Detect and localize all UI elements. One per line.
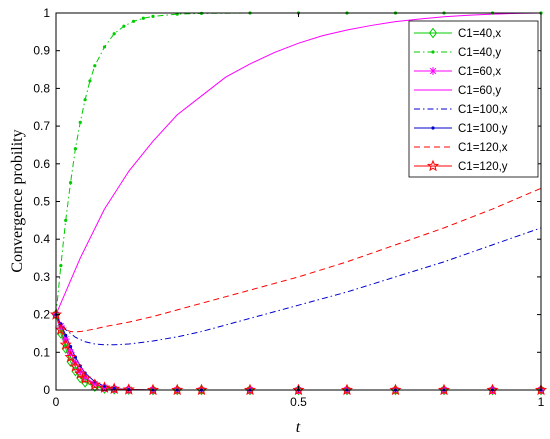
series-point-7 xyxy=(534,383,548,396)
legend-label: C1=120,x xyxy=(458,142,508,154)
legend-label: C1=100,x xyxy=(458,104,508,116)
tick-layer: 0 0.5 1 0 0.1 0.2 0.3 0.4 0.5 0.6 0.7 0.8 0.9 1 xyxy=(33,6,544,409)
series-line-3 xyxy=(55,12,542,315)
series-point-7 xyxy=(69,360,82,372)
legend-marker xyxy=(431,50,435,54)
series-point-7 xyxy=(486,383,499,396)
x-tick-label: 0 xyxy=(53,395,60,409)
series-point-0 xyxy=(110,383,119,395)
series-point-7 xyxy=(74,367,87,379)
series-point-7 xyxy=(389,383,402,396)
series-point-1 xyxy=(73,147,77,151)
y-axis-label: Convergence probility xyxy=(9,129,26,272)
legend-marker xyxy=(429,67,437,75)
y-tick-label: 1 xyxy=(43,6,50,20)
series-line-6 xyxy=(55,187,542,333)
y-tick-label: 0.1 xyxy=(33,345,50,359)
series-point-7 xyxy=(59,338,72,350)
y-tick-label: 0.7 xyxy=(33,119,50,133)
series-point-1 xyxy=(88,79,92,83)
y-tick-label: 0.8 xyxy=(33,81,50,95)
x-tick-label: 1 xyxy=(538,395,545,409)
series-point-7 xyxy=(243,383,257,396)
legend-box xyxy=(408,20,539,178)
series-point-7 xyxy=(437,383,451,396)
legend-label: C1=40,x xyxy=(458,28,501,40)
legend-marker xyxy=(429,27,437,39)
y-tick-label: 0.3 xyxy=(33,270,50,284)
y-tick-label: 0.9 xyxy=(33,44,50,58)
series-point-7 xyxy=(54,323,67,335)
series-point-7 xyxy=(64,350,77,363)
series-point-1 xyxy=(78,120,82,124)
y-tick-label: 0.2 xyxy=(33,308,50,322)
series-point-7 xyxy=(108,382,121,394)
series-point-7 xyxy=(146,383,160,396)
series-point-1 xyxy=(112,32,116,36)
y-tick-label: 0 xyxy=(43,383,50,397)
series-point-7 xyxy=(292,383,305,396)
series-point-1 xyxy=(59,263,63,268)
series-point-5 xyxy=(64,333,68,337)
series-point-7 xyxy=(88,378,101,390)
series-point-1 xyxy=(141,16,145,20)
legend-label: C1=120,y xyxy=(458,161,508,173)
series-point-1 xyxy=(132,19,136,23)
series-point-7 xyxy=(79,372,92,384)
series-point-7 xyxy=(195,383,208,396)
series-point-5 xyxy=(112,386,116,391)
series-point-7 xyxy=(122,383,135,395)
legend: C1=40,x C1=40,y C1=60,x C1=60,y C1=100,x C1=1… xyxy=(408,20,539,178)
series-point-1 xyxy=(64,218,68,222)
series-point-5 xyxy=(68,345,73,349)
series-point-1 xyxy=(122,24,126,28)
series-point-7 xyxy=(340,383,354,396)
series-point-1 xyxy=(93,64,97,68)
legend-label: C1=40,y xyxy=(458,47,501,59)
legend-label: C1=60,x xyxy=(458,66,501,78)
y-tick-label: 0.4 xyxy=(33,232,50,246)
series-point-1 xyxy=(83,98,87,102)
legend-label: C1=60,y xyxy=(458,85,501,97)
series-point-1 xyxy=(151,14,155,18)
series-point-7 xyxy=(171,383,184,396)
series-line-4 xyxy=(55,227,542,346)
legend-marker xyxy=(431,126,435,130)
legend-label: C1=100,y xyxy=(458,123,508,135)
series-point-1 xyxy=(102,45,107,49)
y-tick-label: 0.5 xyxy=(33,195,50,209)
legend-marker xyxy=(426,159,440,172)
y-tick-label: 0.6 xyxy=(33,157,50,171)
x-axis-label: t xyxy=(296,419,301,436)
series-point-1 xyxy=(68,181,73,185)
x-tick-label: 0.5 xyxy=(290,395,307,409)
